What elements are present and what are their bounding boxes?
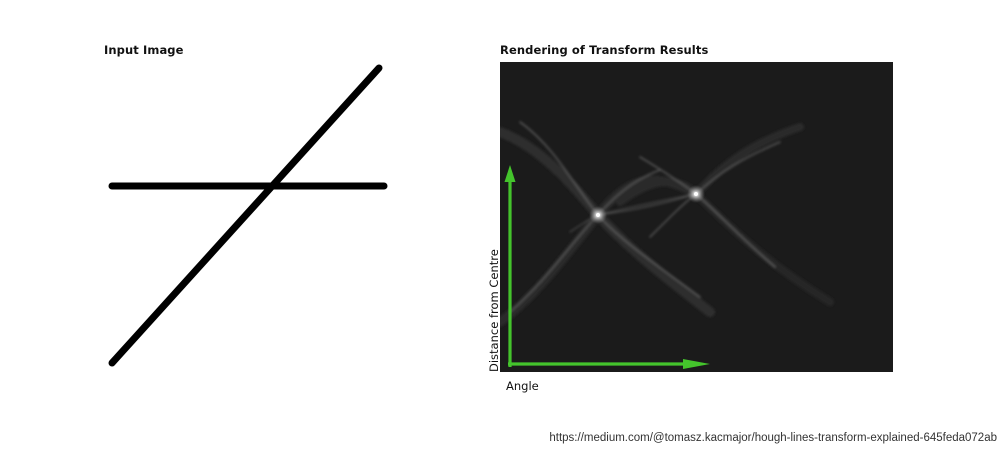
x-axis-label: Angle [506, 379, 539, 393]
y-axis-arrowhead [504, 165, 516, 182]
transform-title: Rendering of Transform Results [500, 43, 709, 57]
diagonal-line [108, 64, 383, 367]
axis-arrows [504, 165, 710, 369]
input-image-title: Input Image [104, 43, 184, 57]
source-url: https://medium.com/@tomasz.kacmajor/houg… [549, 432, 997, 444]
y-axis-label: Distance from Centre [487, 249, 501, 372]
x-axis-arrowhead [683, 359, 710, 369]
input-image [108, 64, 388, 367]
hough-accumulator [500, 62, 893, 372]
sinusoid-curves [500, 121, 834, 327]
